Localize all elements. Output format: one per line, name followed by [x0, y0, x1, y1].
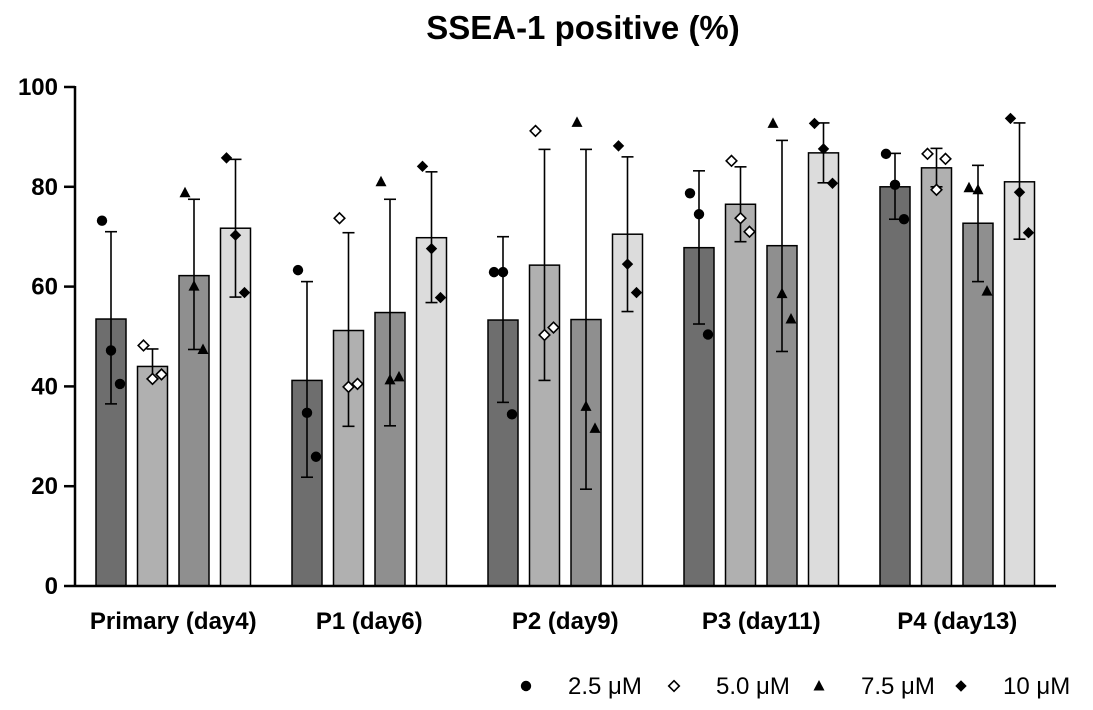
- x-category-label: P2 (day9): [512, 608, 619, 635]
- data-point: [137, 339, 150, 352]
- bar: [1003, 181, 1036, 587]
- data-point: [393, 370, 405, 382]
- data-point: [776, 287, 788, 299]
- y-tick-label: 20: [31, 473, 58, 500]
- legend-label: 7.5 μM: [861, 673, 935, 700]
- legend-marker: [955, 680, 967, 692]
- data-point: [197, 343, 209, 354]
- data-point: [880, 148, 892, 160]
- legend-marker: [520, 680, 532, 692]
- x-category-label: P1 (day6): [316, 608, 423, 635]
- data-point: [1004, 112, 1017, 125]
- data-point: [96, 215, 108, 226]
- y-tick-label: 100: [18, 74, 58, 101]
- data-point: [229, 229, 242, 241]
- data-point: [220, 152, 233, 164]
- data-point: [972, 183, 984, 195]
- data-point: [743, 225, 756, 239]
- data-point: [342, 380, 355, 394]
- data-point: [114, 378, 126, 390]
- data-point: [310, 451, 322, 462]
- bar: [920, 167, 953, 587]
- data-point: [384, 373, 396, 385]
- data-point: [734, 211, 747, 225]
- data-point: [292, 264, 304, 276]
- data-point: [105, 345, 117, 356]
- data-point: [538, 328, 551, 342]
- legend: 2.5 μM 5.0 μM 7.5 μM 10 μM: [520, 673, 1070, 700]
- data-point: [238, 286, 251, 299]
- data-point: [188, 280, 200, 291]
- data-point: [684, 188, 696, 199]
- error-bars-layer: [105, 122, 1026, 490]
- data-point: [621, 258, 634, 270]
- data-point: [630, 286, 643, 299]
- x-category-label: Primary (day4): [90, 608, 257, 635]
- legend-label: 2.5 μM: [568, 673, 642, 700]
- bar: [724, 203, 757, 587]
- data-point: [808, 117, 821, 130]
- data-point: [179, 186, 191, 198]
- data-point: [693, 209, 705, 220]
- x-category-label: P4 (day13): [897, 608, 1017, 635]
- data-point: [939, 152, 952, 166]
- y-tick-label: 0: [45, 573, 58, 600]
- data-point: [702, 329, 714, 340]
- data-point: [963, 181, 975, 193]
- data-point: [425, 242, 438, 255]
- x-category-label: P3 (day11): [702, 608, 821, 635]
- bar: [136, 365, 169, 587]
- data-point: [981, 285, 993, 296]
- data-point: [146, 372, 159, 386]
- data-point: [930, 183, 943, 197]
- data-point: [155, 367, 168, 381]
- data-point: [434, 291, 447, 304]
- data-point: [1013, 186, 1026, 198]
- data-point: [889, 179, 901, 191]
- data-point: [571, 116, 583, 127]
- data-point: [529, 124, 542, 138]
- data-point: [1022, 227, 1035, 239]
- data-point: [817, 143, 830, 155]
- bar: [879, 186, 911, 587]
- data-point: [921, 147, 934, 161]
- data-point: [589, 422, 601, 433]
- bar: [962, 222, 994, 587]
- bar: [683, 246, 715, 587]
- data-point: [351, 377, 364, 391]
- data-point: [547, 321, 560, 334]
- data-point: [580, 400, 592, 411]
- data-point: [785, 313, 797, 324]
- data-point: [333, 211, 346, 225]
- data-point: [612, 140, 625, 152]
- bars-layer: [95, 152, 1036, 587]
- legend-label: 5.0 μM: [716, 673, 790, 700]
- data-point: [506, 409, 518, 420]
- y-axis-ticks: 0 20 40 60 80 100: [18, 74, 75, 600]
- data-point: [488, 266, 500, 278]
- data-point: [826, 177, 839, 190]
- chart-title: SSEA-1 positive (%): [426, 9, 740, 46]
- data-point: [416, 160, 429, 173]
- legend-marker: [667, 679, 681, 693]
- legend-label: 10 μM: [1003, 673, 1070, 700]
- data-points-layer: [96, 112, 1035, 462]
- y-tick-label: 80: [31, 174, 58, 201]
- legend-marker: [813, 680, 825, 691]
- data-point: [725, 154, 738, 168]
- y-tick-label: 60: [31, 274, 58, 301]
- y-tick-label: 40: [31, 373, 58, 400]
- data-point: [375, 175, 387, 187]
- x-axis-categories: Primary (day4) P1 (day6) P2 (day9) P3 (day1…: [90, 608, 1017, 635]
- data-point: [497, 266, 509, 278]
- data-point: [898, 214, 910, 225]
- data-point: [767, 117, 779, 128]
- data-point: [301, 407, 313, 419]
- bar: [807, 152, 840, 587]
